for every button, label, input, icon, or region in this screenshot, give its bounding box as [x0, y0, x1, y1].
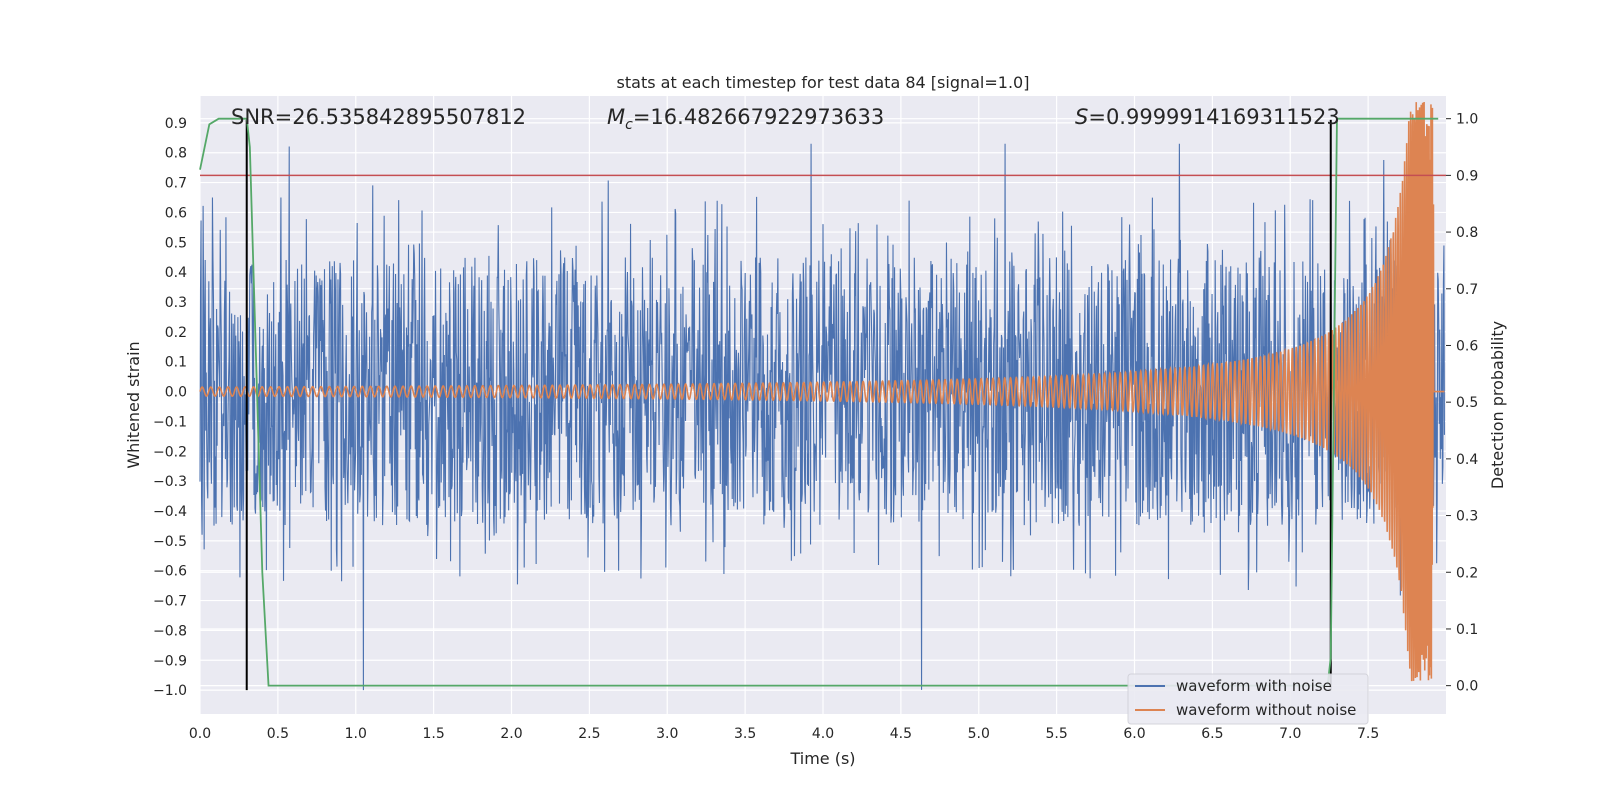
y-left-tick-label: −0.3	[153, 474, 187, 490]
y-right-tick-label: 1.0	[1456, 112, 1478, 128]
x-axis-label: Time (s)	[789, 749, 855, 768]
y-left-tick-label: 0.5	[165, 235, 187, 251]
y-left-tick-label: −0.1	[153, 414, 187, 430]
y-right-tick-label: 0.2	[1456, 565, 1478, 581]
chirp-mass-annotation: Mc=16.482667922973633	[607, 105, 884, 133]
y-left-tick-label: 0.6	[165, 205, 187, 221]
x-tick-label: 1.5	[422, 726, 444, 742]
y-right-tick-label: 0.4	[1456, 452, 1478, 468]
y-left-tick-label: −0.4	[153, 504, 187, 520]
y-left-tick-label: 0.1	[165, 355, 187, 371]
y-right-axis-ticks: 0.0 0.1 0.2 0.3 0.4 0.5 0.6 0.7 0.8 0.9 1.0	[1446, 112, 1478, 695]
legend: waveform with noise waveform without noi…	[1127, 673, 1369, 725]
x-tick-label: 0.5	[267, 726, 289, 742]
noise-line	[199, 143, 1445, 691]
x-tick-label: 7.5	[1357, 726, 1379, 742]
legend-box	[1127, 673, 1369, 725]
x-axis-ticks: 0.0 0.5 1.0 1.5 2.0 2.5 3.0 3.5 4.0 4.5 5.0 5.5 6.0 6…	[189, 726, 1379, 742]
x-tick-label: 7.0	[1279, 726, 1301, 742]
x-tick-label: 2.0	[500, 726, 522, 742]
mc-subscript: c	[625, 117, 633, 133]
y-left-tick-label: −0.9	[153, 653, 187, 669]
y-right-tick-label: 0.5	[1456, 395, 1478, 411]
y-right-tick-label: 0.0	[1456, 679, 1478, 695]
score-annotation: S=0.9999914169311523	[1075, 105, 1340, 129]
y-right-tick-label: 0.7	[1456, 282, 1478, 298]
y-left-tick-label: 0.3	[165, 295, 187, 311]
snr-annotation: SNR=26.535842895507812	[231, 105, 526, 129]
y-right-tick-label: 0.3	[1456, 509, 1478, 525]
y-left-tick-label: −0.7	[153, 594, 187, 610]
y-left-tick-label: −0.2	[153, 444, 187, 460]
x-tick-label: 3.0	[656, 726, 678, 742]
mc-value: =16.482667922973633	[633, 105, 884, 129]
legend-label-noise: waveform with noise	[1176, 677, 1332, 695]
y-right-axis-label: Detection probability	[1488, 321, 1507, 489]
series-waveform-without-noise	[199, 102, 1445, 682]
y-left-axis-ticks: −1.0 −0.9 −0.8 −0.7 −0.6 −0.5 −0.4 −0.3 −0.2 −0.1…	[153, 116, 187, 699]
legend-label-clean: waveform without noise	[1176, 701, 1356, 719]
x-tick-label: 5.5	[1045, 726, 1067, 742]
series-detection-probability	[199, 117, 1439, 687]
clean-line	[199, 102, 1445, 682]
y-left-axis-label: Whitened strain	[124, 341, 143, 468]
x-tick-label: 1.0	[345, 726, 367, 742]
y-right-tick-label: 0.9	[1456, 168, 1478, 184]
y-left-tick-label: −1.0	[153, 683, 187, 699]
x-tick-label: 6.0	[1123, 726, 1145, 742]
y-left-tick-label: −0.5	[153, 534, 187, 550]
x-tick-label: 4.5	[890, 726, 912, 742]
y-left-tick-label: 0.0	[165, 385, 187, 401]
mc-symbol: M	[607, 105, 625, 129]
y-left-tick-label: 0.7	[165, 176, 187, 192]
y-left-tick-label: 0.8	[165, 146, 187, 162]
y-left-tick-label: 0.4	[165, 265, 187, 281]
y-left-tick-label: −0.6	[153, 564, 187, 580]
x-tick-label: 2.5	[578, 726, 600, 742]
x-tick-label: 0.0	[189, 726, 211, 742]
y-right-tick-label: 0.8	[1456, 225, 1478, 241]
s-symbol: S	[1075, 105, 1088, 129]
x-tick-label: 3.5	[734, 726, 756, 742]
y-right-tick-label: 0.1	[1456, 622, 1478, 638]
x-tick-label: 6.5	[1201, 726, 1223, 742]
series-waveform-with-noise	[199, 143, 1445, 691]
s-value: =0.9999914169311523	[1088, 105, 1339, 129]
x-tick-label: 5.0	[968, 726, 990, 742]
y-left-tick-label: −0.8	[153, 623, 187, 639]
chart-title: stats at each timestep for test data 84 …	[617, 73, 1030, 92]
y-right-tick-label: 0.6	[1456, 338, 1478, 354]
y-left-tick-label: 0.9	[165, 116, 187, 132]
probability-line	[199, 117, 1439, 687]
y-left-tick-label: 0.2	[165, 325, 187, 341]
x-tick-label: 4.0	[812, 726, 834, 742]
